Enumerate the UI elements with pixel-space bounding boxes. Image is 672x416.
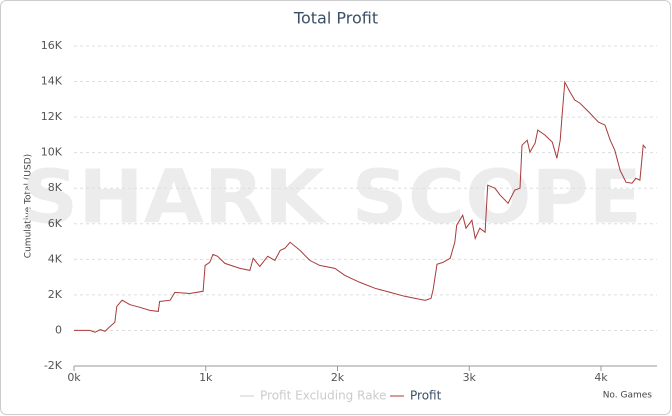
legend-label: Profit Excluding Rake — [260, 389, 386, 403]
x-axis-label: No. Games — [603, 391, 653, 401]
y-tick-label: 4K — [48, 252, 63, 265]
y-axis-label: Cumulative Total (USD) — [24, 154, 34, 258]
x-tick-label: 0k — [67, 371, 81, 384]
x-tick-label: 4k — [594, 371, 608, 384]
y-tick-label: -2K — [44, 359, 63, 372]
chart-title: Total Profit — [293, 9, 378, 28]
line-series — [74, 80, 647, 333]
y-tick-label: 14K — [41, 75, 63, 88]
x-tick-label: 2k — [331, 371, 345, 384]
legend-label: Profit — [410, 389, 442, 403]
y-tick-label: 0 — [55, 323, 62, 336]
x-tick-label: 1k — [199, 371, 213, 384]
y-tick-label: 10K — [41, 146, 63, 159]
watermark: SHARK SCOPE — [22, 155, 642, 241]
y-tick-label: 6K — [48, 217, 63, 230]
y-tick-label: 8K — [48, 181, 63, 194]
y-tick-label: 2K — [48, 288, 63, 301]
y-tick-label: 12K — [41, 110, 63, 123]
y-tick-label: 16K — [41, 39, 63, 52]
x-tick-label: 3k — [463, 371, 477, 384]
